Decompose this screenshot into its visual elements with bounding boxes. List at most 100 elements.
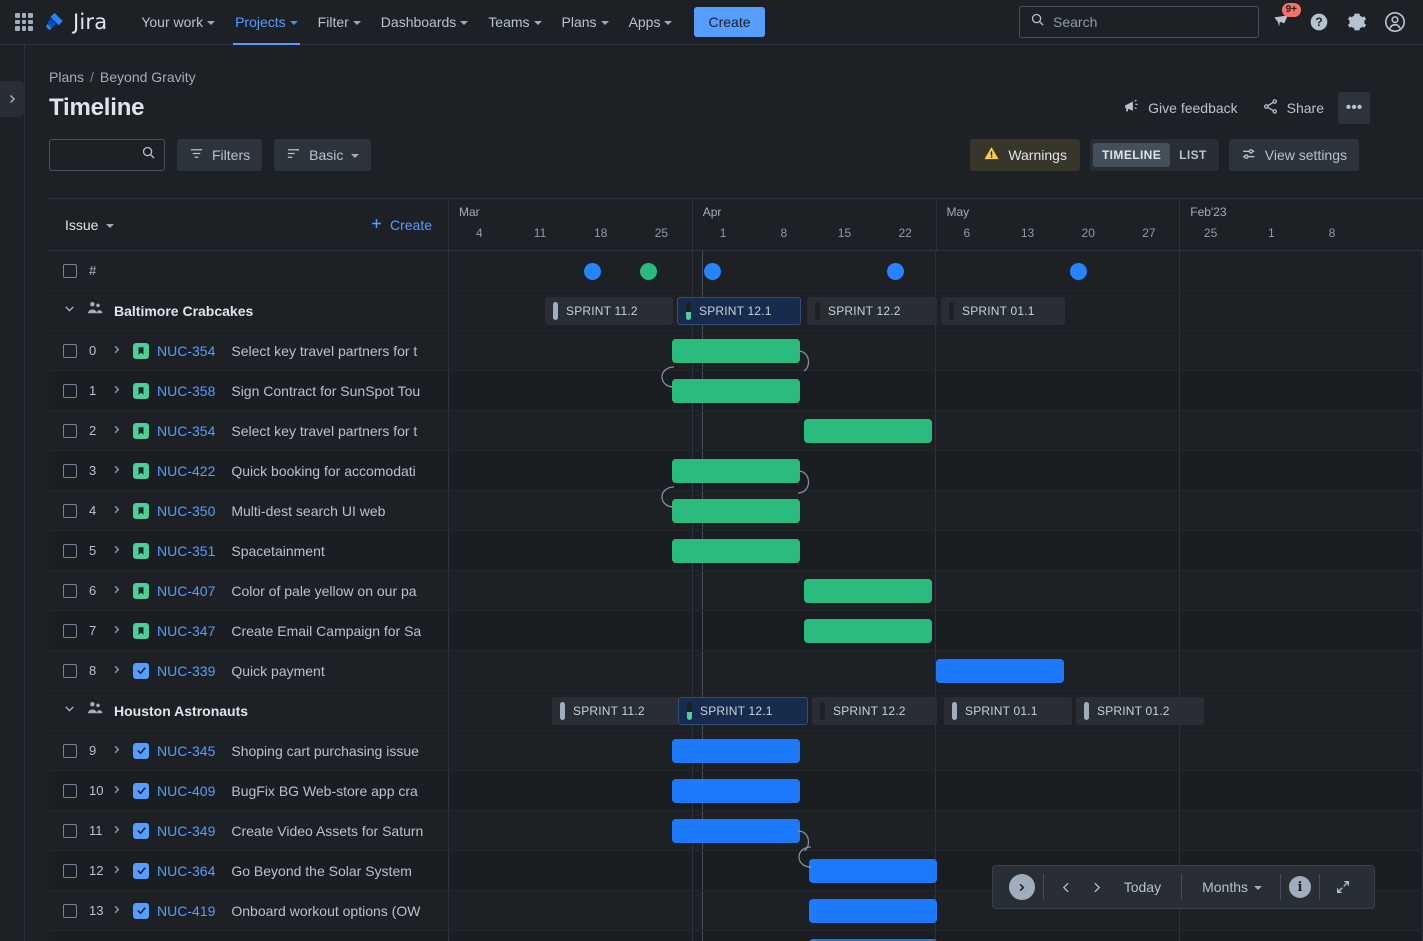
issue-key-link[interactable]: NUC-351: [157, 542, 216, 559]
chevron-down-icon[interactable]: [106, 223, 115, 228]
create-button[interactable]: Create: [694, 7, 765, 37]
chevron-right-icon[interactable]: [111, 504, 133, 518]
nav-item-apps[interactable]: Apps: [619, 0, 683, 45]
release-marker-dot[interactable]: [704, 263, 721, 280]
issue-key-link[interactable]: NUC-364: [157, 862, 216, 879]
search-input[interactable]: [1053, 14, 1248, 30]
chevron-down-icon[interactable]: [1254, 886, 1262, 890]
nav-item-dashboards[interactable]: Dashboards: [371, 0, 479, 45]
issue-key-link[interactable]: NUC-422: [157, 462, 216, 479]
issue-key-link[interactable]: NUC-347: [157, 622, 216, 639]
table-row[interactable]: 9 NUC-345 Shoping cart purchasing issue: [49, 731, 1423, 771]
row-checkbox[interactable]: [63, 423, 77, 438]
gantt-bar[interactable]: [672, 739, 800, 763]
tab-list[interactable]: LIST: [1179, 148, 1207, 162]
release-marker-dot[interactable]: [584, 263, 601, 280]
sprint-pill[interactable]: SPRINT 12.1: [677, 297, 801, 325]
chevron-right-icon[interactable]: [111, 864, 133, 878]
gantt-bar[interactable]: [672, 819, 800, 843]
zoom-level-label[interactable]: Months: [1202, 879, 1248, 895]
table-row[interactable]: 3 NUC-422 Quick booking for accomodati: [49, 451, 1423, 494]
chevron-right-icon[interactable]: [111, 544, 133, 558]
app-switcher-icon[interactable]: [12, 10, 36, 34]
sprint-pill[interactable]: SPRINT 12.2: [807, 297, 937, 325]
issue-key-link[interactable]: NUC-419: [157, 902, 216, 919]
create-issue-link[interactable]: Create: [369, 216, 432, 234]
timeline-search-input[interactable]: [58, 147, 141, 163]
row-checkbox[interactable]: [63, 503, 77, 518]
tab-timeline[interactable]: TIMELINE: [1092, 143, 1171, 167]
row-checkbox[interactable]: [63, 543, 77, 558]
row-checkbox[interactable]: [63, 743, 77, 758]
notifications-button[interactable]: 9+: [1265, 3, 1301, 38]
issue-key-link[interactable]: NUC-409: [157, 782, 216, 799]
table-row[interactable]: 7 NUC-347 Create Email Campaign for Sa: [49, 611, 1423, 651]
info-icon[interactable]: i: [1289, 876, 1311, 898]
row-checkbox[interactable]: [63, 623, 77, 638]
global-search[interactable]: [1019, 6, 1259, 38]
expand-sidebar-button[interactable]: [0, 81, 24, 117]
previous-period-button[interactable]: [1052, 872, 1082, 902]
release-marker-dot[interactable]: [1070, 263, 1087, 280]
issue-key-link[interactable]: NUC-345: [157, 742, 216, 759]
nav-item-plans[interactable]: Plans: [552, 0, 619, 45]
gantt-bar[interactable]: [809, 899, 937, 923]
nav-item-teams[interactable]: Teams: [478, 0, 551, 45]
gantt-bar[interactable]: [804, 619, 932, 643]
release-marker-dot[interactable]: [887, 263, 904, 280]
chevron-right-icon[interactable]: [111, 424, 133, 438]
row-checkbox[interactable]: [63, 823, 77, 838]
issue-key-link[interactable]: NUC-339: [157, 662, 216, 679]
row-checkbox[interactable]: [63, 903, 77, 918]
chevron-right-icon[interactable]: [111, 744, 133, 758]
scroll-right-button[interactable]: [1008, 874, 1035, 900]
warnings-button[interactable]: Warnings: [970, 139, 1080, 171]
gantt-bar[interactable]: [672, 499, 800, 523]
select-all-checkbox[interactable]: [63, 263, 77, 278]
chevron-right-icon[interactable]: [111, 824, 133, 838]
next-period-button[interactable]: [1082, 872, 1112, 902]
row-checkbox[interactable]: [63, 583, 77, 598]
breadcrumb-beyond-gravity[interactable]: Beyond Gravity: [99, 69, 196, 85]
table-row[interactable]: 11 NUC-349 Create Video Assets for Satur…: [49, 811, 1423, 854]
row-checkbox[interactable]: [63, 663, 77, 678]
nav-item-filter[interactable]: Filter: [308, 0, 371, 45]
issue-key-link[interactable]: NUC-350: [157, 502, 216, 519]
gantt-bar[interactable]: [809, 939, 937, 941]
sprint-pill[interactable]: SPRINT 01.1: [944, 697, 1072, 725]
sprint-pill[interactable]: SPRINT 01.2: [1076, 697, 1204, 725]
fullscreen-icon[interactable]: [1328, 872, 1358, 902]
gantt-bar[interactable]: [936, 659, 1064, 683]
table-row[interactable]: 13 NUC-419 Onboard workout options (OW: [49, 891, 1423, 931]
chevron-right-icon[interactable]: [111, 784, 133, 798]
sprint-pill[interactable]: SPRINT 11.2: [552, 697, 680, 725]
row-checkbox[interactable]: [63, 783, 77, 798]
table-row[interactable]: 8 NUC-339 Quick payment: [49, 651, 1423, 691]
jira-logo[interactable]: Jira: [44, 10, 107, 34]
table-row[interactable]: 2 NUC-354 Select key travel partners for…: [49, 411, 1423, 451]
chevron-down-icon[interactable]: [63, 302, 76, 320]
timeline-search[interactable]: [49, 139, 165, 171]
sprint-pill[interactable]: SPRINT 01.1: [941, 297, 1065, 325]
issue-key-link[interactable]: NUC-407: [157, 582, 216, 599]
table-row[interactable]: 6 NUC-407 Color of pale yellow on our pa: [49, 571, 1423, 611]
gantt-bar[interactable]: [672, 779, 800, 803]
gantt-bar[interactable]: [804, 579, 932, 603]
more-actions-button[interactable]: •••: [1338, 92, 1370, 124]
profile-avatar-button[interactable]: [1379, 6, 1411, 38]
gantt-bar[interactable]: [809, 859, 937, 883]
chevron-right-icon[interactable]: [111, 904, 133, 918]
filters-button[interactable]: Filters: [177, 139, 263, 171]
gantt-bar[interactable]: [672, 379, 800, 403]
issue-key-link[interactable]: NUC-354: [157, 422, 216, 439]
sprint-pill[interactable]: SPRINT 11.2: [545, 297, 673, 325]
nav-item-your-work[interactable]: Your work: [131, 0, 225, 45]
today-button[interactable]: Today: [1123, 879, 1162, 895]
sprint-pill[interactable]: SPRINT 12.1: [678, 697, 808, 725]
table-row[interactable]: 4 NUC-350 Multi-dest search UI web: [49, 486, 1423, 531]
help-button[interactable]: ?: [1303, 6, 1335, 38]
chevron-right-icon[interactable]: [111, 584, 133, 598]
chevron-right-icon[interactable]: [111, 664, 133, 678]
give-feedback-button[interactable]: Give feedback: [1113, 91, 1248, 125]
table-row[interactable]: 5 NUC-351 Spacetainment: [49, 531, 1423, 571]
